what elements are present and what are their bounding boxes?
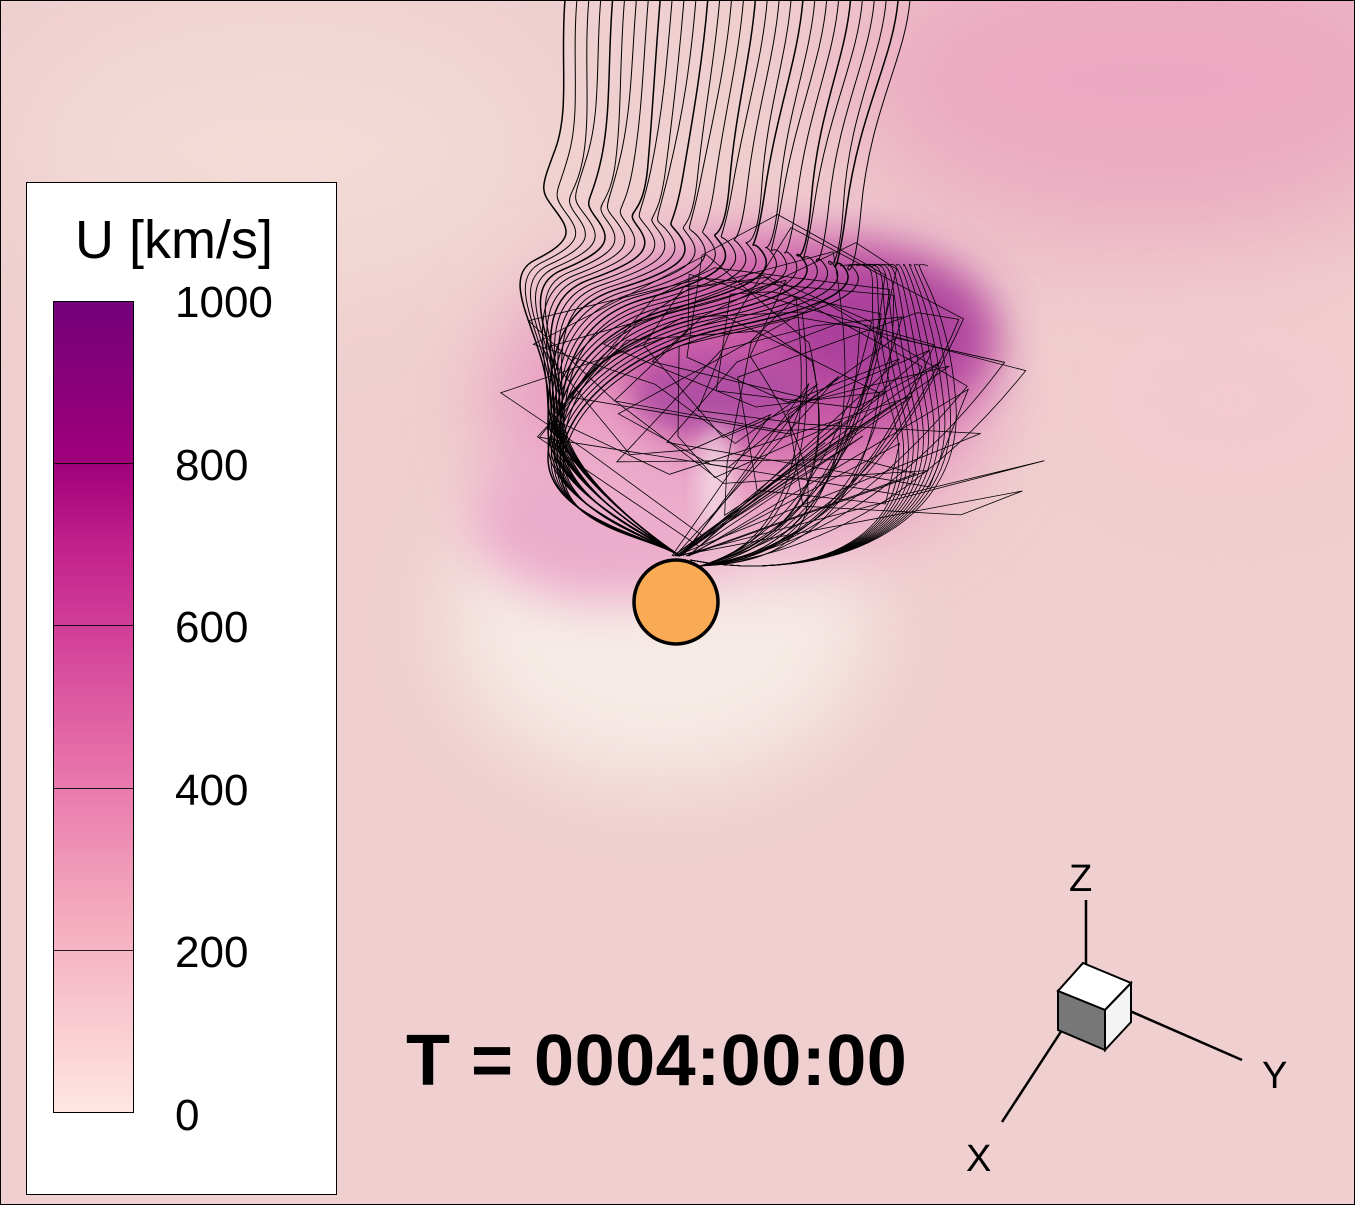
field-line	[539, 0, 681, 557]
field-line	[559, 0, 757, 557]
axis-cube-right	[1104, 980, 1132, 1053]
field-line	[547, 0, 852, 557]
legend-tick-label: 800	[175, 441, 249, 490]
colorbar-legend: U [km/s] 1000 800 600 400 200 0	[26, 182, 337, 1195]
field-line	[562, 0, 911, 557]
sun-disk	[632, 558, 720, 646]
field-line	[602, 276, 888, 567]
field-line	[553, 0, 875, 557]
field-line	[524, 0, 681, 557]
field-line	[544, 0, 681, 557]
field-line	[561, 0, 697, 557]
x-axis-line	[1000, 1029, 1064, 1123]
field-line	[553, 0, 733, 557]
field-line	[550, 274, 913, 567]
colorbar-gradient	[53, 301, 134, 1113]
colorbar-separator	[54, 950, 133, 951]
z-axis-label: Z	[1069, 858, 1093, 900]
field-line	[556, 0, 887, 557]
colorbar-separator	[54, 788, 133, 789]
legend-tick-label: 0	[175, 1091, 200, 1140]
field-line	[550, 0, 721, 557]
field-line	[538, 311, 840, 567]
x-axis-label: X	[966, 1138, 992, 1180]
field-line	[557, 0, 685, 557]
field-line	[556, 0, 816, 557]
field-line	[549, 0, 681, 557]
field-line	[527, 277, 894, 567]
colorbar-separator	[54, 463, 133, 464]
field-line	[553, 0, 681, 557]
field-line	[615, 316, 917, 567]
orientation-axes-triad	[1000, 900, 1243, 1123]
field-line	[532, 254, 820, 567]
field-line	[546, 0, 681, 557]
field-line	[562, 0, 768, 557]
field-line	[686, 312, 960, 567]
y-axis-line	[1122, 1006, 1243, 1062]
field-line	[675, 226, 981, 567]
field-line	[499, 316, 880, 567]
legend-tick-label: 400	[175, 766, 249, 815]
field-line	[535, 0, 681, 557]
field-line	[559, 0, 899, 557]
legend-title: U [km/s]	[75, 210, 273, 270]
legend-tick-label: 1000	[175, 278, 273, 327]
field-line	[689, 263, 957, 567]
y-axis-label: Y	[1262, 1055, 1288, 1097]
time-stamp-label: T = 0004:00:00	[406, 1021, 908, 1101]
colorbar-separator	[54, 625, 133, 626]
legend-tick-label: 600	[175, 603, 249, 652]
field-line	[541, 279, 809, 567]
legend-tick-label: 200	[175, 928, 249, 977]
field-line	[530, 0, 681, 557]
magnetic-field-lines	[499, 0, 1045, 567]
field-line	[559, 0, 828, 557]
field-line	[562, 0, 840, 557]
